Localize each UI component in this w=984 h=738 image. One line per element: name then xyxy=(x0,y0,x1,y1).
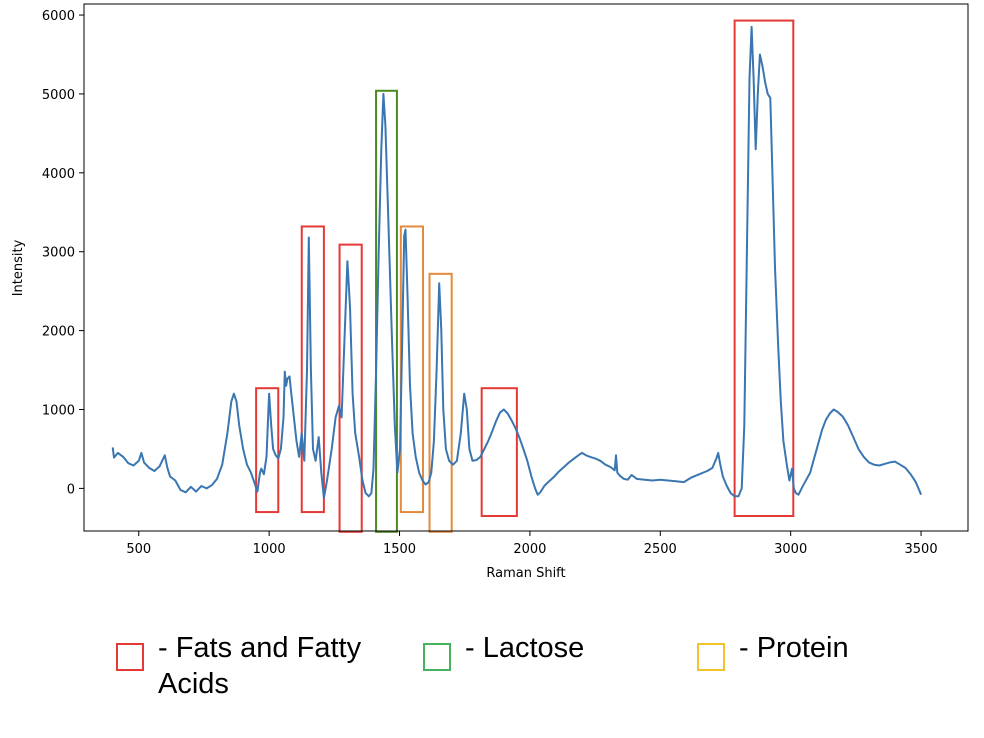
y-axis-ticks: 0 1000 2000 3000 4000 5000 6000 xyxy=(42,9,84,497)
legend-item-lactose: - Lactose xyxy=(423,630,584,671)
y-axis-title: Intensity xyxy=(11,239,26,296)
y-tick-label: 3000 xyxy=(42,246,75,261)
legend-item-protein: - Protein xyxy=(697,630,849,671)
y-tick-label: 6000 xyxy=(42,9,75,24)
legend-item-fats: - Fats and Fatty Acids xyxy=(116,630,361,702)
y-tick-label: 5000 xyxy=(42,88,75,103)
region-fats xyxy=(300,225,325,514)
y-tick-label: 0 xyxy=(67,482,75,497)
region-fats xyxy=(338,243,363,533)
region-fats xyxy=(480,387,518,518)
raman-spectrum-chart: 500 1000 1500 2000 2500 3000 3500 0 1000 2000 300… xyxy=(11,3,969,581)
plot-frame xyxy=(83,3,969,532)
x-tick-label: 500 xyxy=(126,542,151,557)
y-tick-label: 2000 xyxy=(42,325,75,340)
legend-label-fats: - Fats and Fatty Acids xyxy=(158,632,362,700)
x-tick-label: 1000 xyxy=(253,542,286,557)
region-protein xyxy=(428,272,453,533)
legend-swatch-lactose xyxy=(423,643,451,671)
x-tick-label: 2500 xyxy=(644,542,677,557)
region-fats xyxy=(255,387,280,514)
legend-label-lactose: - Lactose xyxy=(465,632,585,664)
legend-swatch-protein xyxy=(697,643,725,671)
x-tick-label: 1500 xyxy=(383,542,416,557)
legend: - Fats and Fatty Acids - Lactose - Prote… xyxy=(0,630,984,730)
y-tick-label: 4000 xyxy=(42,167,75,182)
x-tick-label: 3000 xyxy=(774,542,807,557)
y-tick-label: 1000 xyxy=(42,404,75,419)
x-tick-label: 2000 xyxy=(513,542,546,557)
legend-label-protein: - Protein xyxy=(739,632,849,664)
x-axis-ticks: 500 1000 1500 2000 2500 3000 3500 xyxy=(126,531,938,557)
region-fats xyxy=(733,19,795,518)
region-lactose xyxy=(375,89,398,533)
legend-swatch-fats xyxy=(116,643,144,671)
x-axis-title: Raman Shift xyxy=(486,566,565,581)
x-tick-label: 3500 xyxy=(905,542,938,557)
spectrum-line xyxy=(111,25,923,499)
